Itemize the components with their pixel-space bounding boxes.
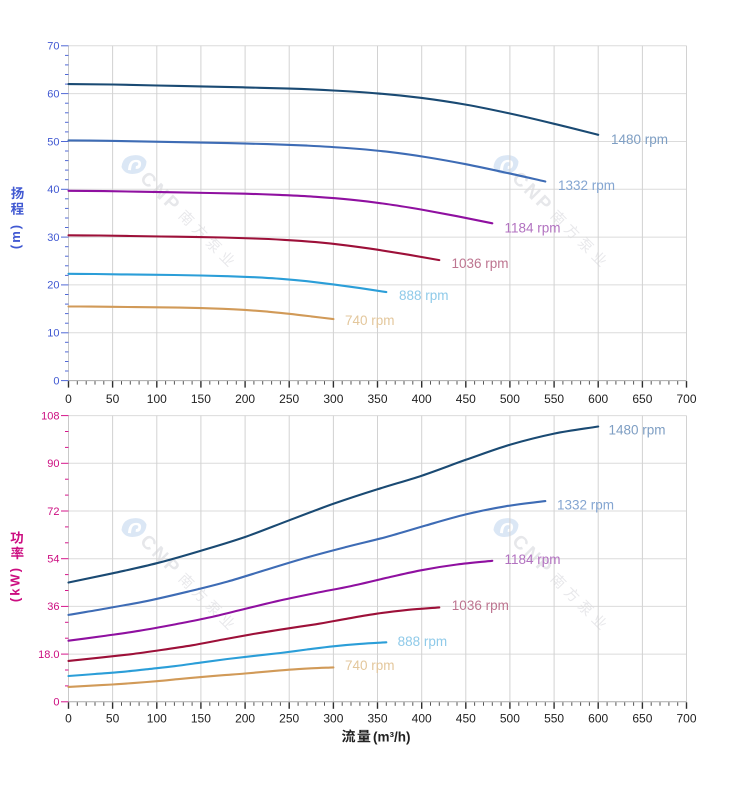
svg-text:1036 rpm: 1036 rpm [452,598,509,613]
svg-text:0: 0 [65,712,72,726]
svg-text:0: 0 [53,375,59,387]
svg-text:70: 70 [47,41,59,53]
svg-text:100: 100 [147,392,167,406]
svg-text:600: 600 [588,392,608,406]
svg-text:500: 500 [500,712,520,726]
svg-text:350: 350 [367,712,387,726]
svg-text:10: 10 [47,328,59,340]
svg-text:200: 200 [235,712,255,726]
svg-text:740 rpm: 740 rpm [345,658,395,673]
svg-text:1184 rpm: 1184 rpm [505,221,561,236]
svg-text:1184 rpm: 1184 rpm [505,552,561,567]
svg-text:300: 300 [323,392,343,406]
svg-text:250: 250 [279,392,299,406]
svg-text:0: 0 [65,392,72,406]
svg-text:888 rpm: 888 rpm [398,634,448,649]
svg-text:500: 500 [500,392,520,406]
svg-text:550: 550 [544,712,564,726]
svg-text:36: 36 [47,601,59,613]
svg-text:1332 rpm: 1332 rpm [558,178,615,193]
svg-text:30: 30 [47,232,59,244]
svg-text:54: 54 [47,554,59,566]
svg-text:(m³/h): (m³/h) [373,730,411,745]
svg-text:90: 90 [47,458,59,470]
svg-text:400: 400 [412,712,432,726]
svg-text:650: 650 [632,392,652,406]
svg-text:150: 150 [191,392,211,406]
svg-text:100: 100 [147,712,167,726]
svg-text:(kW): (kW) [7,566,22,602]
svg-text:400: 400 [412,392,432,406]
svg-text:1332 rpm: 1332 rpm [557,498,614,513]
svg-text:0: 0 [53,697,59,709]
svg-text:50: 50 [106,712,120,726]
svg-text:18.0: 18.0 [38,649,59,661]
svg-text:450: 450 [456,712,476,726]
svg-text:108: 108 [41,410,59,422]
svg-text:200: 200 [235,392,255,406]
svg-text:650: 650 [632,712,652,726]
svg-text:600: 600 [588,712,608,726]
svg-text:20: 20 [47,280,59,292]
svg-text:250: 250 [279,712,299,726]
svg-text:888 rpm: 888 rpm [399,288,449,303]
svg-text:700: 700 [676,392,696,406]
svg-text:1480 rpm: 1480 rpm [611,132,668,147]
svg-text:150: 150 [191,712,211,726]
svg-text:300: 300 [323,712,343,726]
svg-text:1036 rpm: 1036 rpm [452,256,509,271]
svg-text:1480 rpm: 1480 rpm [609,423,666,438]
svg-text:72: 72 [47,506,59,518]
svg-text:50: 50 [106,392,120,406]
svg-text:40: 40 [47,184,59,196]
svg-text:(m): (m) [8,223,23,249]
svg-text:700: 700 [676,712,696,726]
svg-text:50: 50 [47,136,59,148]
svg-text:60: 60 [47,88,59,100]
svg-text:450: 450 [456,392,476,406]
svg-text:350: 350 [367,392,387,406]
svg-text:550: 550 [544,392,564,406]
svg-text:740 rpm: 740 rpm [345,313,395,328]
